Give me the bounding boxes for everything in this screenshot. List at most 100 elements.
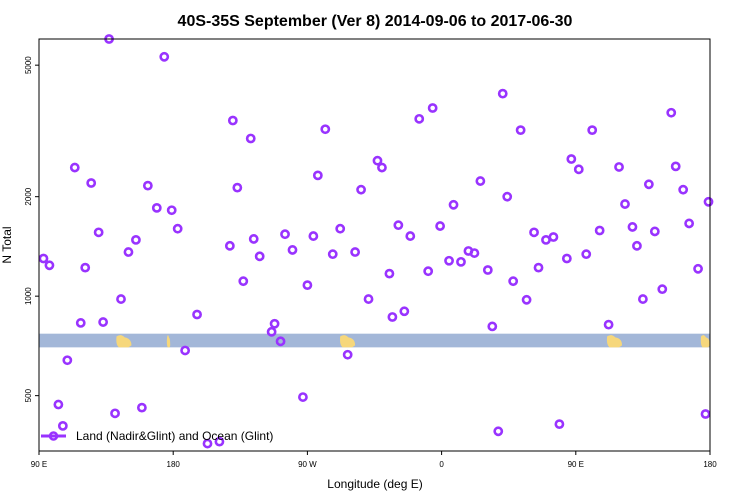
data-point	[684, 218, 695, 229]
ocean-band	[39, 333, 710, 348]
x-tick-label: 0	[439, 460, 444, 469]
data-point	[214, 436, 225, 447]
data-points	[38, 34, 714, 449]
land-blobs	[116, 335, 710, 348]
data-point	[363, 294, 374, 304]
data-point	[561, 253, 572, 264]
data-point	[448, 199, 459, 210]
x-axis: 90 E 180 90 W 0 90 E 180	[31, 451, 717, 469]
data-point	[643, 179, 654, 190]
data-point	[414, 113, 425, 124]
data-point	[541, 234, 551, 245]
data-point	[350, 247, 361, 257]
data-point	[435, 221, 446, 231]
y-axis: 500 1000 2000 5000	[24, 56, 39, 402]
data-point	[224, 240, 235, 251]
y-tick-label: 2000	[24, 187, 33, 205]
data-point	[69, 162, 80, 173]
data-point	[44, 260, 55, 271]
legend: Land (Nadir&Glint) and Ocean (Glint)	[41, 429, 273, 443]
data-point	[110, 408, 120, 419]
data-point	[508, 276, 519, 287]
data-point	[327, 249, 338, 260]
data-point	[666, 107, 677, 118]
data-point	[387, 312, 398, 322]
x-axis-label: Longitude (deg E)	[327, 477, 422, 491]
data-point	[657, 284, 668, 295]
data-point	[515, 125, 526, 136]
data-point	[232, 182, 243, 193]
data-point	[245, 133, 256, 144]
data-point	[172, 223, 183, 234]
data-point	[487, 321, 498, 332]
data-point	[123, 247, 134, 257]
data-point	[533, 262, 544, 273]
data-point	[497, 88, 508, 99]
data-point	[377, 162, 387, 173]
data-point	[275, 336, 286, 347]
data-point	[566, 154, 577, 164]
data-point	[638, 294, 648, 304]
data-point	[620, 199, 630, 209]
data-point	[678, 184, 689, 195]
data-point	[587, 125, 598, 136]
x-tick-label: 90 E	[568, 460, 584, 469]
data-point	[202, 438, 213, 449]
data-point	[405, 231, 416, 241]
legend-label: Land (Nadir&Glint) and Ocean (Glint)	[76, 429, 273, 443]
data-point	[227, 115, 238, 126]
data-point	[98, 317, 109, 327]
y-tick-label: 500	[24, 388, 33, 402]
data-point	[136, 402, 147, 413]
land-blob	[166, 335, 171, 348]
land-ocean-band	[39, 333, 710, 348]
data-point	[280, 229, 290, 240]
data-point	[372, 155, 383, 166]
data-point	[192, 309, 202, 320]
data-point	[62, 355, 73, 366]
data-point	[342, 349, 353, 360]
data-point	[427, 103, 438, 113]
data-point	[287, 245, 298, 255]
data-point	[693, 263, 703, 274]
data-point	[632, 240, 642, 251]
data-point	[573, 164, 584, 175]
data-point	[482, 265, 493, 275]
data-point	[238, 276, 249, 287]
data-point	[554, 419, 565, 430]
data-point	[116, 294, 126, 304]
data-point	[399, 306, 410, 317]
data-point	[529, 227, 539, 238]
x-tick-label: 90 W	[298, 460, 317, 469]
data-point	[248, 234, 259, 244]
data-point	[703, 196, 714, 207]
chart-title: 40S-35S September (Ver 8) 2014-09-06 to …	[178, 13, 573, 30]
data-point	[423, 266, 434, 277]
data-point	[53, 399, 64, 410]
data-point	[298, 392, 308, 402]
data-point	[180, 345, 191, 356]
data-point	[493, 426, 504, 437]
data-point	[670, 161, 681, 172]
plot-frame	[38, 38, 711, 452]
data-point	[93, 227, 104, 238]
data-point	[302, 280, 313, 291]
data-point	[548, 232, 559, 242]
land-blob	[339, 335, 356, 348]
data-point	[700, 409, 711, 419]
data-point	[594, 225, 605, 236]
data-point	[469, 248, 480, 258]
data-point	[151, 202, 162, 213]
data-point	[166, 205, 177, 216]
data-point	[312, 170, 323, 181]
data-point	[356, 184, 366, 195]
data-point	[581, 249, 592, 260]
legend-marker	[48, 431, 59, 441]
x-tick-label: 180	[703, 460, 717, 469]
data-point	[320, 124, 331, 135]
data-point	[456, 256, 466, 267]
data-point	[80, 262, 91, 273]
x-tick-label: 90 E	[31, 460, 47, 469]
data-point	[57, 420, 68, 431]
data-point	[38, 253, 49, 264]
